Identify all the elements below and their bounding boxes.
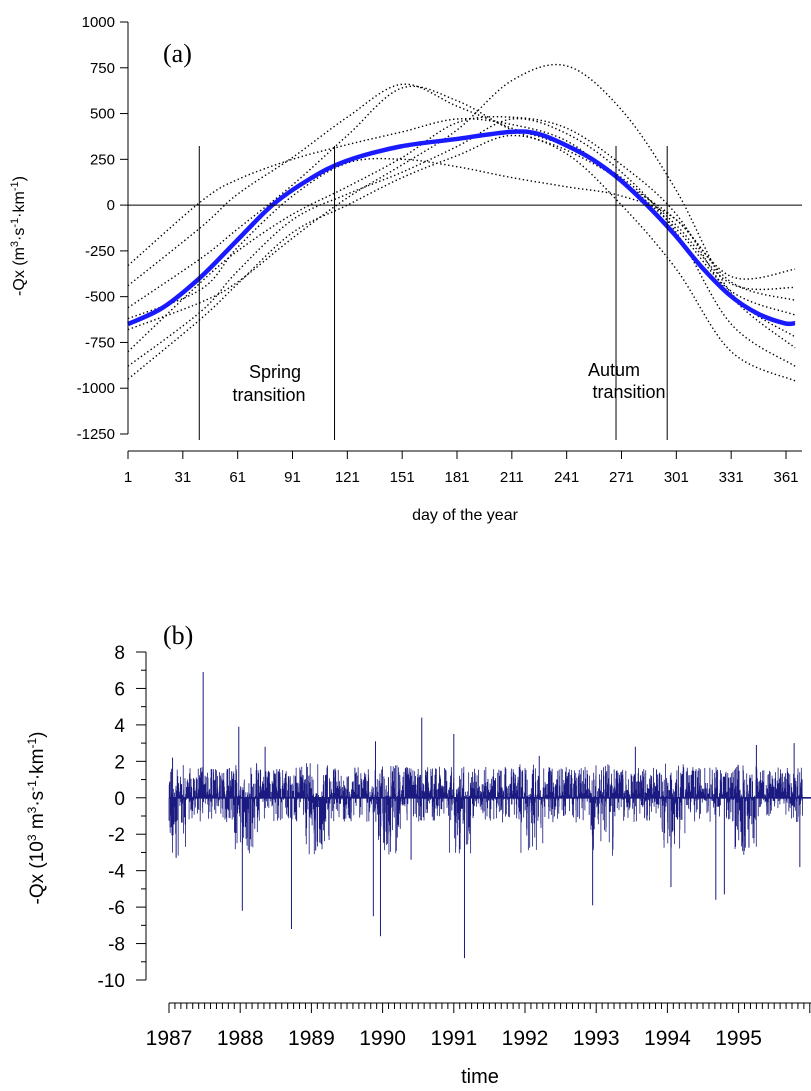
panel-b-y-tick-label: 2 [114, 752, 125, 773]
autumn-annotation-line1: Autum [588, 360, 640, 380]
panel-a-y-tick-label: 500 [90, 106, 115, 123]
year-curve [127, 118, 796, 280]
panel-b-x-tick-label: 1987 [146, 1027, 193, 1050]
panel-a-chart: -1250 -1000 -750 -500 -250 0 250 500 750 1000 1 31 6… [9, 14, 802, 524]
panel-a-x-tick-label: 271 [609, 469, 634, 486]
panel-b-y-tick-label: 4 [114, 716, 125, 737]
panel-b-chart: -10 -8 -6 -4 -2 0 2 4 6 8 1987 1988 1989 1990 1991 1992… [25, 621, 811, 1088]
panel-a-x-tick-label: 121 [335, 469, 360, 486]
panel-a-y-tick-label: -250 [85, 243, 115, 260]
panel-a-y-tick-label: 1000 [82, 14, 115, 31]
panel-a-y-tick-label: 250 [90, 151, 115, 168]
panel-b-y-tick-label: 0 [114, 789, 125, 810]
panel-a-y-tick-label: -1250 [77, 426, 115, 443]
panel-a-x-tick-label: 151 [390, 469, 415, 486]
year-curve [127, 117, 796, 367]
panel-b-y-tick-label: 6 [114, 679, 125, 700]
panel-a-x-tick-label: 211 [500, 469, 524, 486]
panel-a-label: (a) [163, 39, 192, 68]
panel-b-x-tick-label: 1995 [715, 1027, 762, 1050]
panel-a-x-tick-label: 181 [444, 469, 469, 486]
panel-a-x-tick-label: 331 [719, 469, 744, 486]
panel-a-x-tick-label: 301 [664, 469, 689, 486]
panel-a-x-tick-label: 91 [284, 469, 301, 486]
panel-b-y-tick-label: -6 [108, 898, 125, 919]
panel-b-y-tick-label: -4 [108, 862, 125, 883]
mean-curve [127, 129, 796, 327]
panel-b-x-tick-label: 1989 [288, 1027, 335, 1050]
spring-annotation-line1: Spring [249, 362, 301, 382]
panel-a-y-tick-label: 0 [107, 197, 115, 214]
autumn-annotation-line2: transition [592, 382, 665, 402]
panel-b-label: (b) [163, 621, 193, 650]
panel-a-x-tick-label: 241 [554, 469, 579, 486]
panel-a-y-tick-label: -500 [85, 289, 115, 306]
panel-a-x-axis-label: day of the year [412, 507, 519, 524]
panel-b-y-tick-label: -2 [108, 825, 125, 846]
panel-a-y-tick-label: -750 [85, 334, 115, 351]
panel-b-y-axis-label: -Qx (103 m3·s-1·km-1) [25, 732, 48, 905]
panel-a-x-tick-label: 1 [124, 469, 132, 486]
panel-b-x-tick-label: 1988 [217, 1027, 264, 1050]
panel-a-y-axis-label: -Qx (m3·s-1·km-1) [9, 176, 28, 296]
panel-a-x-tick-label: 31 [174, 469, 191, 486]
year-curve [127, 134, 796, 382]
panel-b-y-tick-label: -10 [98, 971, 125, 992]
year-curve [127, 116, 796, 353]
panel-b-x-tick-label: 1994 [644, 1027, 691, 1050]
panel-b-x-tick-label: 1993 [573, 1027, 620, 1050]
year-curve [127, 63, 796, 338]
panel-a-y-tick-label: 750 [90, 60, 115, 77]
panel-b-x-axis-label: time [461, 1066, 499, 1088]
panel-b-x-tick-label: 1992 [502, 1027, 549, 1050]
panel-b-x-tick-label: 1991 [430, 1027, 477, 1050]
daily-series [168, 763, 803, 856]
panel-a-x-tick-label: 61 [229, 469, 246, 486]
panel-b-y-tick-label: 8 [114, 643, 125, 664]
panel-b-y-tick-label: -8 [108, 935, 125, 956]
panel-a-y-tick-label: -1000 [77, 380, 115, 397]
year-curve [127, 157, 796, 320]
spring-annotation-line2: transition [232, 385, 305, 405]
year-curve [127, 83, 796, 291]
panel-a-x-tick-label: 361 [773, 469, 798, 486]
panel-b-x-tick-label: 1990 [359, 1027, 406, 1050]
